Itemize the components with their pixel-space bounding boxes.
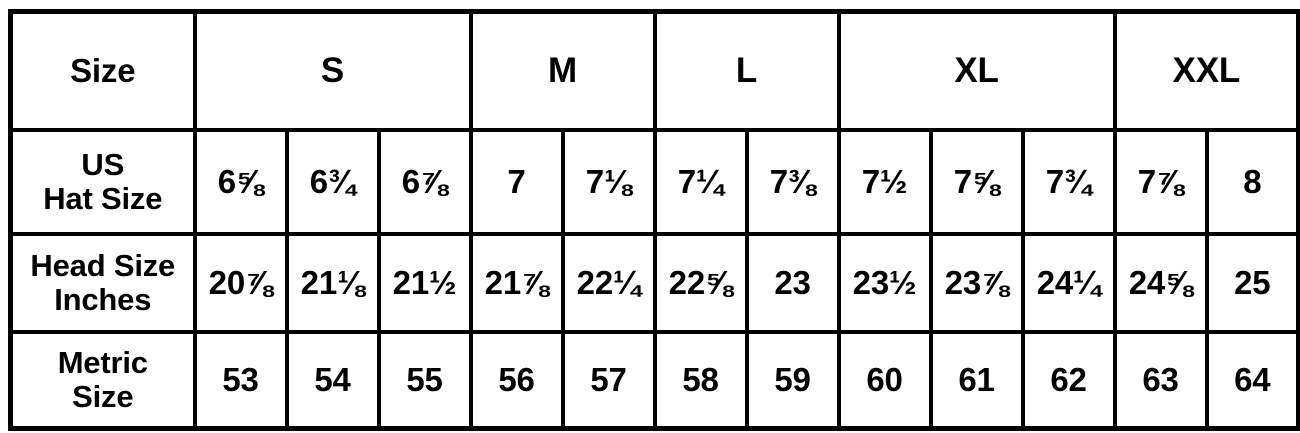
cell-inches-1: 21⅛ — [284, 231, 381, 334]
cell-metric-9: 62 — [1020, 329, 1117, 431]
table-header-row: Size S M L XL XXL — [8, 9, 1300, 132]
cell-metric-8: 61 — [928, 329, 1025, 431]
cell-us-0: 6⅝ — [192, 127, 289, 236]
size-group-s: S — [192, 9, 473, 132]
cell-metric-3: 56 — [468, 329, 565, 431]
cell-metric-11: 64 — [1204, 329, 1300, 431]
table-row-metric-size: Metric Size 53 54 55 56 57 58 59 60 61 6… — [8, 329, 1300, 431]
cell-inches-7: 23½ — [836, 231, 933, 334]
size-group-m: M — [468, 9, 657, 132]
cell-inches-2: 21½ — [376, 231, 473, 334]
table-row-us-hat-size: US Hat Size 6⅝ 6¾ 6⅞ 7 7⅛ 7¼ 7⅜ 7½ 7⅝ 7¾… — [8, 127, 1300, 236]
cell-inches-6: 23 — [744, 231, 841, 334]
cell-metric-6: 59 — [744, 329, 841, 431]
row-header-us-hat-size: US Hat Size — [8, 127, 197, 236]
size-chart-container: Size S M L XL XXL US Hat Size 6⅝ 6¾ 6⅞ 7… — [8, 9, 1300, 431]
cell-us-2: 6⅞ — [376, 127, 473, 236]
row-header-line-1: US — [81, 147, 125, 183]
cell-metric-4: 57 — [560, 329, 657, 431]
cell-us-9: 7¾ — [1020, 127, 1117, 236]
row-header-size: Size — [8, 9, 197, 132]
row-header-line-1: Metric — [57, 345, 148, 381]
cell-us-7: 7½ — [836, 127, 933, 236]
hat-size-chart-table: Size S M L XL XXL US Hat Size 6⅝ 6¾ 6⅞ 7… — [8, 9, 1300, 431]
cell-metric-0: 53 — [192, 329, 289, 431]
table-row-head-size-inches: Head Size Inches 20⅞ 21⅛ 21½ 21⅞ 22¼ 22⅝… — [8, 231, 1300, 334]
row-header-line-2: Size — [72, 378, 134, 414]
cell-us-1: 6¾ — [284, 127, 381, 236]
cell-inches-8: 23⅞ — [928, 231, 1025, 334]
cell-metric-5: 58 — [652, 329, 749, 431]
cell-inches-0: 20⅞ — [192, 231, 289, 334]
cell-us-3: 7 — [468, 127, 565, 236]
cell-us-11: 8 — [1204, 127, 1300, 236]
cell-metric-1: 54 — [284, 329, 381, 431]
cell-us-6: 7⅜ — [744, 127, 841, 236]
cell-metric-10: 63 — [1112, 329, 1209, 431]
cell-inches-5: 22⅝ — [652, 231, 749, 334]
size-group-l: L — [652, 9, 841, 132]
size-group-xxl: XXL — [1112, 9, 1300, 132]
cell-us-10: 7⅞ — [1112, 127, 1209, 236]
cell-us-5: 7¼ — [652, 127, 749, 236]
cell-inches-10: 24⅝ — [1112, 231, 1209, 334]
cell-us-8: 7⅝ — [928, 127, 1025, 236]
row-header-metric-size: Metric Size — [8, 329, 197, 431]
cell-inches-4: 22¼ — [560, 231, 657, 334]
row-header-head-size-inches: Head Size Inches — [8, 231, 197, 334]
cell-metric-7: 60 — [836, 329, 933, 431]
cell-metric-2: 55 — [376, 329, 473, 431]
cell-inches-9: 24¼ — [1020, 231, 1117, 334]
size-group-xl: XL — [836, 9, 1117, 132]
row-header-line-2: Inches — [54, 281, 152, 317]
cell-us-4: 7⅛ — [560, 127, 657, 236]
row-header-line-1: Head Size — [30, 248, 176, 284]
cell-inches-11: 25 — [1204, 231, 1300, 334]
row-header-line-2: Hat Size — [43, 180, 163, 216]
cell-inches-3: 21⅞ — [468, 231, 565, 334]
